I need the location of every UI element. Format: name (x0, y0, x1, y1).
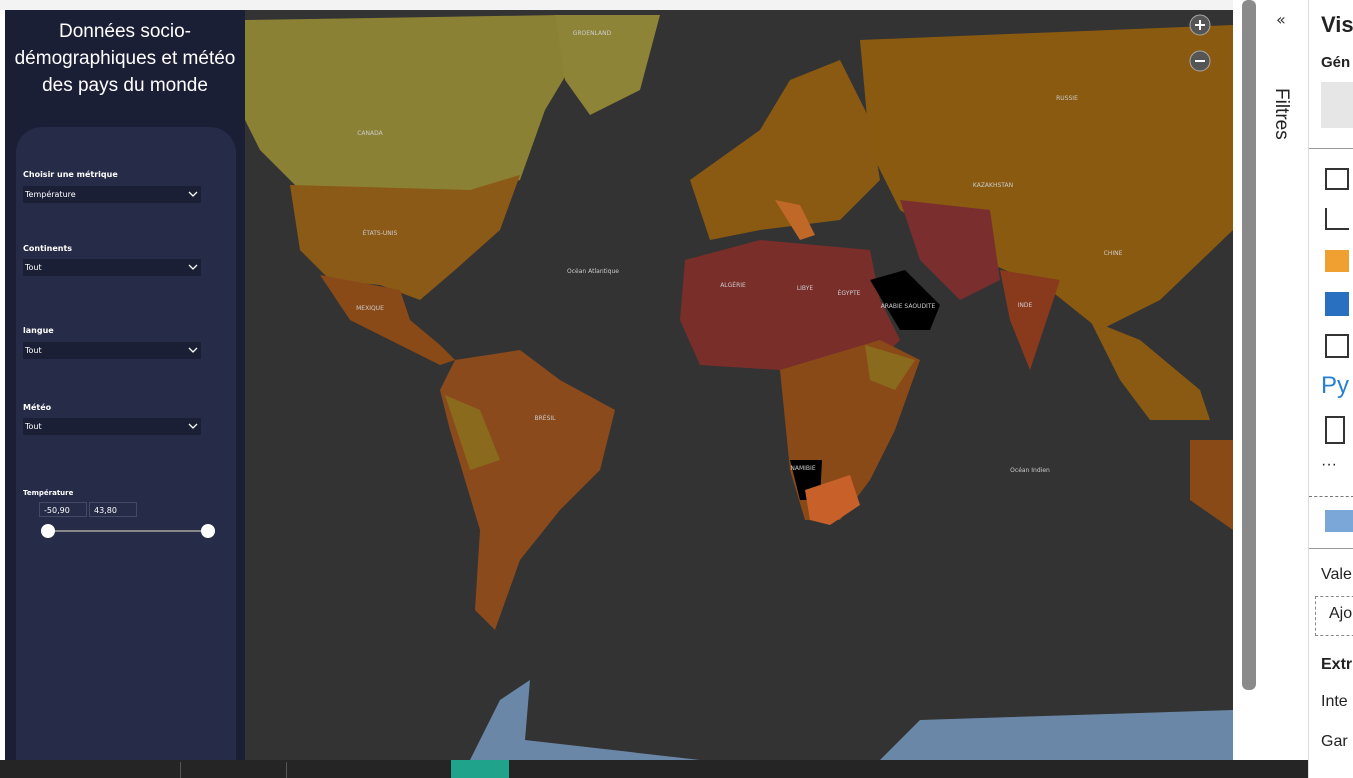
map-label: BRÉSIL (535, 414, 557, 422)
slider-handle[interactable] (41, 524, 55, 538)
chevron (188, 423, 198, 429)
visualizations-pane: Vis Gén Py ··· Vale Ajo Extr Inte Gar (1308, 0, 1353, 778)
slicer-label: Choisir une métrique (23, 170, 118, 179)
range-min[interactable]: -50,90 (39, 502, 87, 517)
map-label: LIBYE (797, 285, 814, 292)
page-tab[interactable] (451, 760, 509, 778)
left-panel: Données socio-démographiques et météo de… (5, 10, 245, 767)
keep-label: Gar (1321, 733, 1348, 750)
extract-label: Extr (1321, 656, 1353, 673)
scrollbar[interactable] (1242, 0, 1256, 690)
map-label: Océan Atlantique (567, 268, 619, 275)
add-field[interactable]: Ajo (1329, 605, 1353, 622)
slicer-dropdown[interactable]: Tout (23, 342, 201, 359)
values-label: Vale (1321, 566, 1352, 583)
slider-track (48, 530, 208, 532)
filters-label[interactable]: Filtres (1271, 88, 1292, 140)
chevron (188, 264, 198, 270)
slicer-dropdown[interactable]: Température (23, 186, 201, 203)
map-label: Océan Indien (1010, 467, 1050, 474)
map-label: KAZAKHSTAN (973, 182, 1013, 189)
slicer-panel (16, 127, 236, 767)
bottom-bar (0, 760, 1308, 778)
map-label: ÉTATS-UNIS (363, 229, 398, 237)
map-label: CANADA (357, 130, 383, 137)
map-label: ALGÉRIE (720, 281, 746, 289)
filters-pane[interactable]: « Filtres (1258, 0, 1307, 778)
slicer-label: Météo (23, 403, 52, 412)
slicer-dropdown[interactable]: Tout (23, 259, 201, 276)
top-bar (0, 0, 1240, 10)
map-label: INDE (1018, 302, 1033, 309)
python-visual[interactable]: Py (1321, 372, 1350, 399)
range-label: Température (23, 489, 74, 497)
map-label: RUSSIE (1056, 95, 1078, 102)
map-label: ARABIE SAOUDITE (881, 303, 936, 310)
slicer-dropdown[interactable]: Tout (23, 418, 201, 435)
slicer-label: Continents (23, 244, 73, 253)
section: Gén (1321, 54, 1351, 71)
map[interactable]: CANADA ÉTATS-UNIS Océan Atlantique BRÉSIL RU… (245, 10, 1233, 760)
countries (245, 15, 1233, 760)
chevron (188, 191, 198, 197)
report-title: Données socio-démographiques et météo de… (14, 21, 236, 96)
map-label: GROENLAND (573, 30, 612, 37)
map-label: NAMIBIE (790, 465, 815, 472)
map-label: ÉGYPTE (838, 289, 861, 297)
range-max[interactable]: 43,80 (89, 502, 137, 517)
pane-title: Vis (1321, 12, 1353, 37)
map-label: MEXIQUE (356, 305, 384, 312)
map-label: CHINE (1104, 250, 1123, 257)
slicer-label: langue (23, 326, 54, 335)
interact-label: Inte (1321, 693, 1348, 710)
chevron (188, 347, 198, 353)
slider-handle[interactable] (201, 524, 215, 538)
